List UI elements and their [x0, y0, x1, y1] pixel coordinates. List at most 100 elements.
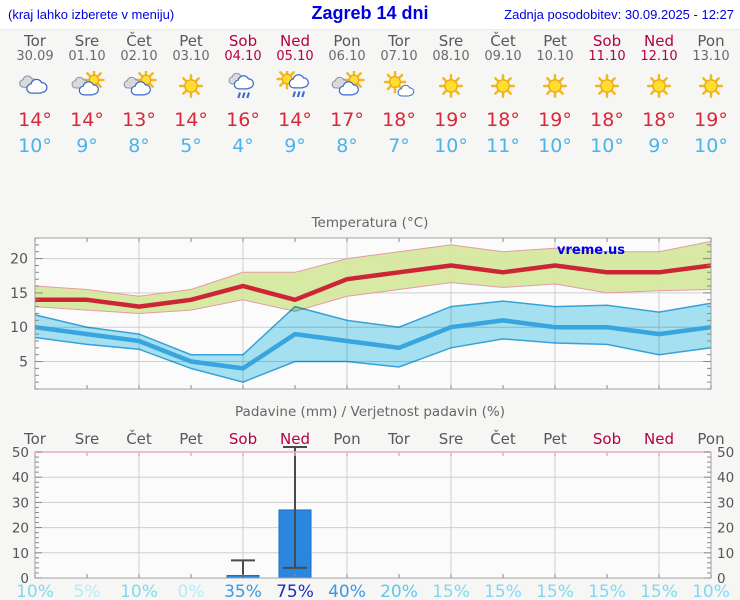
svg-text:Tor: Tor — [23, 430, 47, 448]
svg-text:10: 10 — [12, 546, 29, 562]
weather-icon — [581, 66, 633, 106]
weather-icon-svg — [331, 71, 365, 96]
high-temperature: 13° — [122, 109, 156, 131]
weather-icon — [165, 66, 217, 106]
svg-text:5: 5 — [19, 355, 28, 371]
watermark-link[interactable]: vreme.us — [557, 243, 625, 258]
max-temperature-line — [35, 263, 712, 309]
precip-probability: 75% — [276, 582, 314, 600]
day-column: Ned 05.10 14° 9° — [269, 32, 321, 161]
precip-probability: 15% — [640, 582, 678, 600]
weather-icon-svg — [438, 73, 464, 99]
svg-text:Ned: Ned — [280, 430, 310, 448]
svg-text:40: 40 — [12, 470, 29, 486]
temperature-chart-title: Temperatura (°C) — [311, 215, 429, 231]
day-column: Pon 13.10 19° 10° — [685, 32, 737, 161]
day-name: Pon — [333, 32, 361, 50]
low-temperature: 10° — [694, 135, 728, 157]
svg-text:30: 30 — [717, 495, 734, 511]
low-temperature: 10° — [538, 135, 572, 157]
day-name: Sob — [228, 32, 258, 50]
weather-icon-svg — [71, 71, 105, 96]
day-date: 04.10 — [224, 49, 262, 64]
max-band-lower-edge — [34, 282, 712, 315]
day-name: Pet — [179, 32, 203, 50]
day-name: Pon — [697, 32, 725, 50]
low-temperature: 5° — [180, 135, 202, 157]
day-name: Čet — [490, 32, 516, 50]
day-name: Sob — [592, 32, 622, 50]
precipitation-chart-svg: Tor Sre Čet Pet Sob Ned Pon Tor Sre Čet Pet Sob Ned P… — [12, 429, 734, 600]
weather-icon — [373, 66, 425, 106]
weather-icon — [633, 66, 685, 106]
low-temperature: 10° — [18, 135, 52, 157]
day-name: Pet — [543, 32, 567, 50]
precipitation-chart-title: Padavine (mm) / Verjetnost padavin (%) — [235, 404, 505, 420]
location-hint: (kraj lahko izberete v meniju) — [8, 7, 175, 22]
day-date: 10.10 — [536, 49, 574, 64]
day-date: 08.10 — [432, 49, 470, 64]
high-temperature: 17° — [330, 109, 364, 131]
svg-text:Pet: Pet — [179, 430, 203, 448]
svg-text:Tor: Tor — [387, 430, 411, 448]
weather-icon-svg — [123, 71, 157, 96]
precip-plot-border — [34, 452, 712, 579]
weather-icon — [217, 66, 269, 106]
day-column: Sre 08.10 19° 10° — [425, 32, 477, 161]
high-temperature: 14° — [18, 109, 52, 131]
day-column: Pon 06.10 17° 8° — [321, 32, 373, 161]
svg-text:Pon: Pon — [333, 430, 360, 448]
svg-text:20: 20 — [12, 521, 29, 537]
svg-text:40: 40 — [717, 470, 734, 486]
weather-icon-svg — [490, 73, 516, 99]
precip-probability: 0% — [178, 582, 205, 600]
precip-probability: 35% — [224, 582, 262, 600]
day-column: Pet 03.10 14° 5° — [165, 32, 217, 161]
precip-axis-ticks — [34, 451, 712, 579]
svg-text:50: 50 — [717, 445, 734, 461]
weather-icon — [113, 66, 165, 106]
day-column: Čet 09.10 18° 11° — [477, 32, 529, 161]
forecast-strip: Tor 30.09 14° 10° Sre 01.10 14° 9° Čet 0… — [9, 32, 737, 161]
high-temperature: 18° — [642, 109, 676, 131]
svg-text:Čet: Čet — [490, 429, 516, 448]
max-band-upper-edge — [34, 240, 712, 297]
day-date: 01.10 — [68, 49, 106, 64]
precip-probability: 10% — [120, 582, 158, 600]
svg-text:Čet: Čet — [126, 429, 152, 448]
precip-y-axis-labels: 0 0 10 10 20 20 30 30 40 40 50 50 — [12, 445, 734, 587]
weather-icon-svg — [383, 71, 415, 97]
weather-icon-svg — [19, 75, 48, 94]
day-column: Čet 02.10 13° 8° — [113, 32, 165, 161]
precip-probability: 15% — [484, 582, 522, 600]
weather-icon — [529, 66, 581, 106]
day-column: Ned 12.10 18° 9° — [633, 32, 685, 161]
low-temperature: 11° — [486, 135, 520, 157]
weather-icon — [685, 66, 737, 106]
svg-text:10: 10 — [10, 320, 28, 336]
weather-icon-svg — [178, 73, 204, 99]
day-date: 06.10 — [328, 49, 366, 64]
low-temperature: 8° — [336, 135, 358, 157]
low-temperature: 9° — [76, 135, 98, 157]
weather-icon-svg — [594, 73, 620, 99]
day-date: 05.10 — [276, 49, 314, 64]
weather-icon — [9, 66, 61, 106]
svg-text:0: 0 — [717, 571, 726, 587]
weather-icon-svg — [228, 72, 254, 99]
precip-plot-area — [35, 452, 711, 578]
day-date: 07.10 — [380, 49, 418, 64]
day-column: Sob 04.10 16° 4° — [217, 32, 269, 161]
page-title: Zagreb 14 dni — [311, 3, 429, 23]
svg-text:Sre: Sre — [75, 430, 100, 448]
weather-icon-svg — [698, 73, 724, 99]
weather-icon-svg — [276, 71, 309, 98]
day-date: 11.10 — [588, 49, 626, 64]
high-temperature: 18° — [486, 109, 520, 131]
precip-probability-labels: 10% 5% 10% 0% 35% 75% 40% 20% 15% 15% 15% 15% 15% 10% — [16, 582, 730, 600]
last-updated: Zadnja posodobitev: 30.09.2025 - 12:27 — [504, 7, 734, 22]
day-column: Sre 01.10 14° 9° — [61, 32, 113, 161]
precip-probability: 10% — [16, 582, 54, 600]
high-temperature: 19° — [538, 109, 572, 131]
